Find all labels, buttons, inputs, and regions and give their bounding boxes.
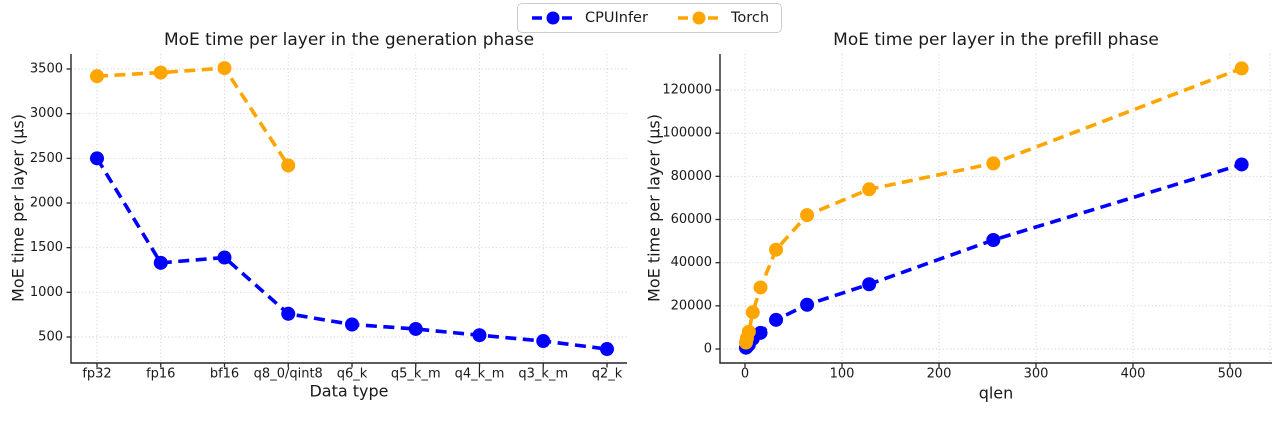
x-tick-label: 100 (830, 367, 855, 382)
data-point-cpuinfer (1234, 157, 1249, 172)
prefill-phase-chart: 0 100 200 300 400 500 0 20000 40000 60000 80000 100… (645, 30, 1272, 403)
x-tick-label: q4_k_m (455, 367, 505, 382)
data-point-cpuinfer (408, 321, 423, 336)
y-axis-label: MoE time per layer (μs) (645, 114, 664, 302)
legend-item-torch: Torch (676, 11, 769, 26)
data-point-cpuinfer (862, 277, 877, 292)
series-line-cpuinfer (744, 162, 1243, 350)
data-point-cpuinfer (281, 306, 296, 321)
chart-legend: CPUInfer Torch (517, 3, 783, 33)
x-tick-label: q2_k (592, 367, 623, 382)
data-point-cpuinfer (153, 255, 168, 270)
legend-label-torch: Torch (730, 9, 770, 26)
data-point-torch (862, 182, 877, 197)
y-tick-label: 3000 (30, 106, 63, 121)
data-point-cpuinfer (753, 325, 768, 340)
data-point-torch (753, 280, 768, 295)
x-axis-label: Data type (309, 382, 388, 401)
data-point-cpuinfer (600, 342, 614, 357)
data-point-torch (281, 158, 296, 173)
y-tick-label: 100000 (662, 126, 712, 141)
y-axis-label: MoE time per layer (μs) (9, 114, 28, 302)
data-point-cpuinfer (90, 151, 104, 166)
data-point-torch (153, 65, 168, 80)
y-tick-label: 80000 (671, 169, 712, 184)
y-tick-label: 0 (704, 342, 712, 357)
data-point-torch (90, 69, 104, 84)
data-point-torch (741, 324, 756, 339)
series-line-torch (96, 66, 290, 167)
y-tick-label: 1000 (30, 285, 63, 300)
data-point-cpuinfer (217, 250, 232, 265)
data-point-torch (769, 242, 784, 257)
x-tick-label: fp32 (82, 367, 111, 382)
legend-item-cpuinfer: CPUInfer (530, 11, 648, 26)
y-tick-label: 120000 (662, 83, 712, 98)
y-tick-label: 1500 (30, 240, 63, 255)
y-tick-label: 20000 (671, 298, 712, 313)
x-tick-label: fp16 (146, 367, 175, 382)
data-point-torch (745, 305, 760, 320)
data-point-torch (800, 208, 815, 223)
data-point-torch (217, 61, 232, 76)
y-tick-label: 500 (38, 330, 63, 345)
chart-title: MoE time per layer in the prefill phase (833, 30, 1159, 50)
generation-phase-chart: fp32 fp16 bf16 q8_0/qint8 q6_k q5_k_m q4_k_m q3… (9, 30, 627, 401)
data-point-cpuinfer (769, 312, 784, 327)
data-point-torch (986, 156, 1001, 171)
x-tick-label: q3_k_m (518, 367, 568, 382)
x-tick-label: 0 (741, 367, 749, 382)
x-tick-label: q6_k (337, 367, 368, 382)
data-point-cpuinfer (472, 328, 487, 343)
x-axis-label: qlen (979, 384, 1014, 403)
legend-label-cpuinfer: CPUInfer (585, 9, 648, 26)
y-tick-label: 40000 (671, 255, 712, 270)
x-tick-label: 400 (1121, 367, 1146, 382)
x-tick-label: bf16 (210, 367, 239, 382)
y-tick-label: 60000 (671, 212, 712, 227)
data-point-cpuinfer (986, 233, 1001, 248)
x-tick-label: q8_0/qint8 (254, 367, 323, 382)
data-point-cpuinfer (800, 297, 815, 312)
data-point-torch (1234, 61, 1249, 76)
x-tick-label: q5_k_m (391, 367, 441, 382)
x-tick-label: 300 (1024, 367, 1049, 382)
y-tick-label: 2000 (30, 196, 63, 211)
y-tick-label: 3500 (30, 62, 63, 77)
x-tick-label: 500 (1218, 367, 1243, 382)
x-tick-label: 200 (927, 367, 952, 382)
data-point-cpuinfer (536, 334, 551, 349)
chart-title: MoE time per layer in the generation pha… (164, 30, 534, 50)
data-point-cpuinfer (345, 317, 359, 332)
legend-line-torch-icon (677, 11, 720, 25)
legend-line-cpuinfer-icon (532, 11, 574, 25)
y-tick-label: 2500 (30, 151, 63, 166)
